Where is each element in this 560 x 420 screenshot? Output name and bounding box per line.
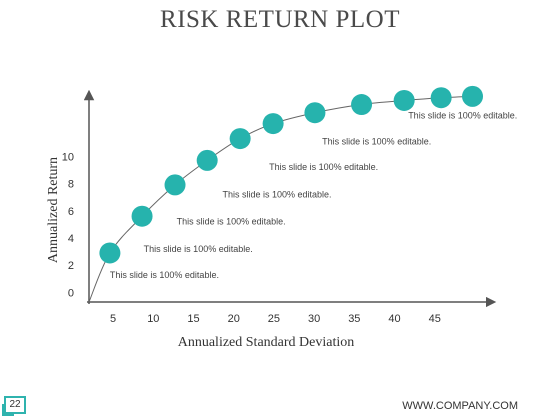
data-point [99,242,121,264]
point-annotation: This slide is 100% editable. [222,189,331,199]
page-number: 22 [2,396,26,416]
y-tick-labels: 0 2 4 6 8 10 [62,151,74,299]
x-tick-labels: 5 10 15 20 25 30 35 40 45 [110,313,441,325]
point-annotation: This slide is 100% editable. [177,217,286,227]
data-point [262,113,284,135]
data-point [164,174,186,196]
x-tick-label: 15 [187,313,199,325]
x-tick-label: 40 [388,313,400,325]
y-tick-label: 0 [68,287,74,299]
y-tick-label: 10 [62,151,74,163]
data-point [131,205,153,227]
y-tick-label: 6 [68,206,74,218]
company-url[interactable]: WWW.COMPANY.COM [402,400,518,412]
point-annotation: This slide is 100% editable. [408,110,517,120]
data-point [304,102,326,124]
y-tick-label: 8 [68,179,74,191]
x-tick-label: 30 [308,313,320,325]
data-point [430,87,452,109]
x-tick-label: 25 [268,313,280,325]
x-tick-label: 20 [228,313,240,325]
data-point [351,94,373,116]
x-tick-label: 45 [429,313,441,325]
chart-title: RISK RETURN PLOT [160,6,400,33]
point-annotation: This slide is 100% editable. [110,270,219,280]
data-points [99,85,484,264]
y-tick-label: 4 [68,233,74,245]
x-tick-label: 10 [147,313,159,325]
x-axis-title: Annualized Standard Deviation [178,335,355,350]
data-point [229,128,251,150]
point-annotation: This slide is 100% editable. [269,162,378,172]
point-annotation: This slide is 100% editable. [322,136,431,146]
data-point [393,89,415,111]
point-annotation: This slide is 100% editable. [144,244,253,254]
y-axis-title: Annualized Return [46,157,61,263]
x-tick-label: 35 [348,313,360,325]
data-point [196,149,218,171]
point-annotations: This slide is 100% editable. This slide i… [110,110,517,279]
x-tick-label: 5 [110,313,116,325]
data-point [462,85,484,107]
y-tick-label: 2 [68,260,74,272]
